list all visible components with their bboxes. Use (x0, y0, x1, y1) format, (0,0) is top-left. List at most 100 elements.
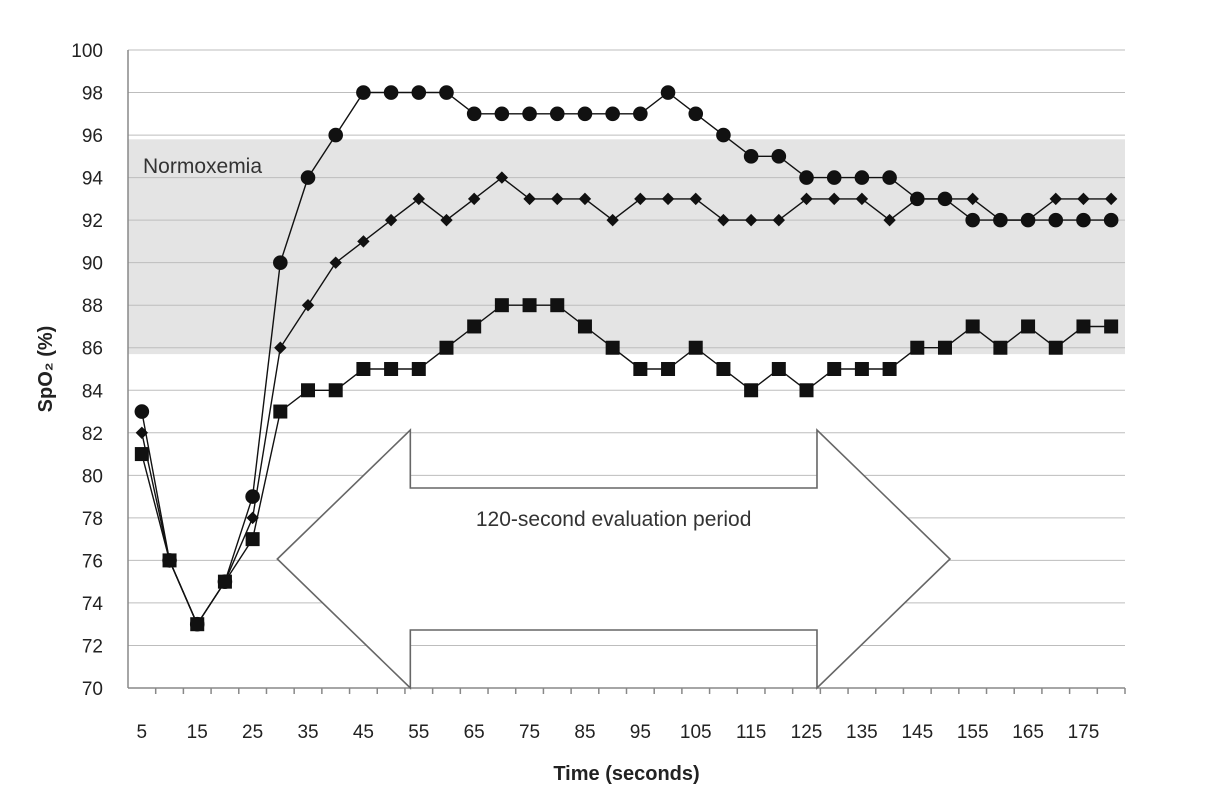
data-point-square (854, 362, 869, 376)
x-tick-label: 135 (846, 722, 878, 743)
data-point-square (550, 298, 565, 313)
data-point-circle (882, 170, 897, 185)
y-tick-label: 84 (82, 381, 104, 402)
data-point-square (467, 319, 482, 334)
data-point-circle (716, 127, 731, 143)
data-point-circle (494, 106, 510, 122)
data-point-square (633, 362, 648, 376)
x-tick-label: 65 (464, 722, 485, 743)
data-point-diamond (938, 192, 952, 206)
data-point-square (134, 447, 149, 462)
data-point-diamond (578, 192, 592, 206)
data-point-diamond (384, 213, 398, 227)
data-point-circle (633, 106, 648, 122)
data-point-diamond (246, 511, 259, 525)
y-tick-label: 86 (82, 339, 103, 360)
data-point-square (882, 362, 897, 376)
x-tick-label: 115 (736, 722, 766, 743)
y-tick-label: 96 (82, 126, 103, 147)
data-point-circle (1103, 212, 1119, 228)
x-tick-label: 75 (519, 722, 540, 743)
data-point-square (661, 362, 676, 376)
data-point-diamond (744, 213, 758, 227)
data-point-square (577, 319, 592, 334)
data-point-diamond (329, 256, 342, 269)
data-point-square (384, 362, 399, 376)
data-point-circle (273, 255, 288, 270)
data-point-diamond (1021, 213, 1035, 227)
data-point-diamond (772, 213, 786, 227)
x-tick-label: 15 (187, 722, 208, 743)
data-point-square (716, 362, 731, 376)
data-point-square (411, 362, 426, 376)
y-tick-label: 78 (82, 509, 103, 530)
data-point-square (744, 383, 759, 398)
data-point-diamond (357, 235, 370, 248)
evaluation-period-arrow (276, 428, 952, 690)
data-point-circle (134, 404, 150, 419)
data-point-circle (688, 106, 704, 122)
data-point-square (1048, 340, 1063, 355)
data-point-diamond (551, 192, 564, 206)
data-point-square (799, 383, 814, 398)
x-tick-label: 25 (242, 722, 263, 743)
data-point-square (190, 617, 205, 632)
y-tick-label: 76 (82, 551, 103, 572)
data-point-diamond (274, 341, 287, 354)
data-point-circle (1048, 212, 1064, 228)
x-tick-label: 45 (353, 722, 374, 743)
data-point-diamond (661, 192, 675, 206)
y-tick-label: 72 (82, 636, 103, 657)
normoxemia-band (128, 139, 1125, 355)
data-point-circle (826, 170, 842, 185)
data-point-circle (466, 106, 482, 122)
data-point-square (771, 362, 786, 376)
x-tick-label: 155 (957, 722, 989, 743)
x-tick-label: 175 (1068, 722, 1100, 743)
x-tick-label: 85 (574, 722, 595, 743)
data-point-diamond (689, 192, 702, 206)
data-point-square (1076, 319, 1091, 334)
data-point-circle (965, 212, 980, 228)
data-point-square (356, 362, 371, 376)
y-tick-label: 90 (82, 254, 103, 275)
data-point-square (1021, 319, 1036, 334)
data-point-square (328, 383, 343, 398)
data-point-diamond (606, 213, 619, 227)
data-point-diamond (883, 213, 896, 227)
data-point-square (965, 319, 980, 334)
data-point-diamond (523, 192, 536, 206)
data-point-diamond (717, 213, 730, 227)
data-point-circle (245, 489, 260, 504)
data-point-diamond (1104, 192, 1118, 206)
data-point-circle (356, 85, 371, 100)
x-tick-label: 125 (791, 722, 823, 743)
x-tick-label: 145 (901, 722, 933, 743)
evaluation-period-label: 120-second evaluation period (476, 508, 752, 531)
data-point-diamond (135, 426, 149, 440)
data-point-square (937, 340, 952, 355)
data-point-circle (549, 106, 565, 122)
data-point-diamond (634, 192, 647, 206)
data-point-circle (577, 106, 593, 122)
data-point-diamond (855, 192, 869, 206)
data-point-square (439, 340, 454, 355)
data-point-circle (854, 170, 870, 185)
data-point-circle (383, 85, 399, 100)
data-point-diamond (467, 192, 481, 206)
data-point-circle (799, 170, 814, 185)
y-axis-title: SpO₂ (%) (35, 326, 57, 413)
data-point-circle (605, 106, 620, 122)
data-point-square (217, 574, 232, 589)
data-point-square (993, 340, 1008, 355)
x-tick-label: 5 (137, 722, 148, 743)
data-point-diamond (440, 213, 453, 227)
y-tick-label: 98 (82, 84, 103, 105)
y-tick-label: 70 (82, 679, 103, 700)
data-point-square (522, 298, 537, 313)
normoxemia-label: Normoxemia (143, 155, 262, 178)
data-point-circle (439, 85, 454, 100)
data-point-square (301, 383, 316, 398)
